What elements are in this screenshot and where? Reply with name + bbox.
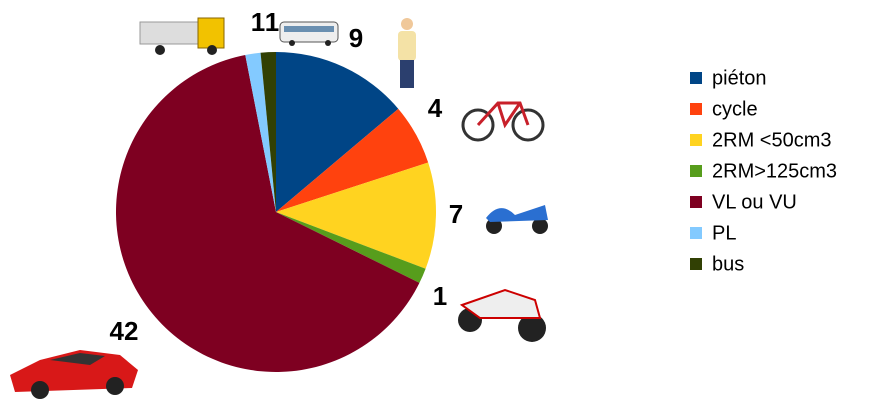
data-label: 9 (349, 23, 363, 53)
pie-slice (276, 108, 429, 212)
pie-slice (115, 54, 420, 373)
legend-swatch (690, 72, 702, 84)
legend-swatch (690, 258, 702, 270)
pie-slice (245, 52, 276, 213)
legend-label: VL ou VU (712, 191, 797, 213)
data-label: 1 (251, 7, 265, 37)
data-label: 4 (428, 93, 443, 123)
legend-label: 2RM>125cm3 (712, 160, 837, 182)
data-label: 7 (449, 199, 463, 229)
legend-swatch (690, 196, 702, 208)
legend-swatch (690, 103, 702, 115)
data-label: 1 (265, 7, 279, 37)
legend-swatch (690, 134, 702, 146)
pie-slice (276, 212, 426, 283)
legend-swatch (690, 227, 702, 239)
legend-label: cycle (712, 98, 758, 120)
icons (10, 17, 548, 399)
data-label: 42 (110, 316, 139, 346)
data-label: 1 (433, 281, 447, 311)
pie-slice (276, 52, 399, 212)
legend-label: bus (712, 253, 744, 275)
legend-label: 2RM <50cm3 (712, 129, 832, 151)
legend-swatch (690, 165, 702, 177)
legend-label: piéton (712, 67, 767, 89)
pie-slice (276, 162, 437, 269)
pie-slice (260, 52, 276, 212)
legend-label: PL (712, 222, 736, 244)
